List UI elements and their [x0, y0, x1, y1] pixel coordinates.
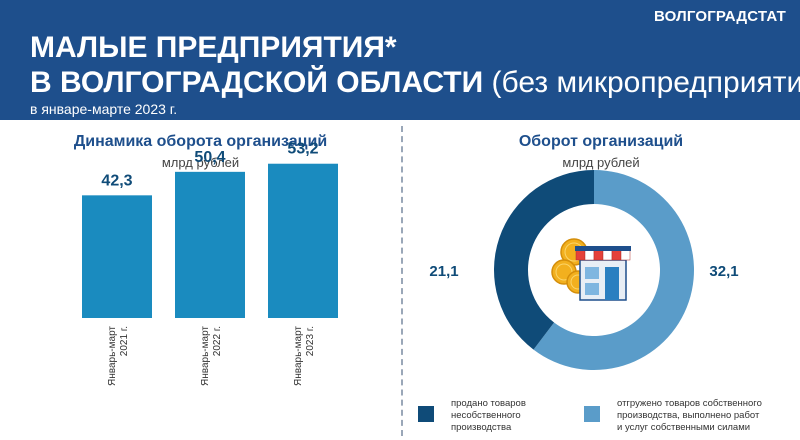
donut-value-label-2: 32,1	[709, 263, 738, 280]
bar-category-label-3: Январь-март2023 г.	[293, 326, 316, 386]
header-banner: ВОЛГОГРАДСТАТ МАЛЫЕ ПРЕДПРИЯТИЯ* В ВОЛГО…	[0, 0, 800, 120]
store-coins-icon	[551, 238, 631, 301]
legend-label-1-line: несобственного	[451, 410, 521, 421]
category-line: Январь-март	[200, 326, 211, 386]
bar-category-label-1: Январь-март2021 г.	[107, 326, 130, 386]
page-title-line2: В ВОЛГОГРАДСКОЙ ОБЛАСТИ (без микропредпр…	[30, 67, 800, 99]
bar-value-label-3: 53,2	[287, 141, 318, 158]
donut-chart-title: Оборот организаций	[518, 133, 684, 150]
legend-label-2-line: производства, выполнено работ	[617, 410, 760, 421]
category-line: 2021 г.	[119, 326, 130, 356]
page-title-line1: МАЛЫЕ ПРЕДПРИЯТИЯ*	[30, 31, 397, 64]
donut-slice-2	[533, 170, 694, 370]
bar-2	[175, 171, 245, 318]
bar-3	[268, 163, 338, 318]
donut-chart-unit: млрд рублей	[562, 155, 640, 170]
bar-category-label-2: Январь-март2022 г.	[200, 326, 223, 386]
legend-label-1-line: производства	[451, 422, 512, 433]
category-line: 2023 г.	[305, 326, 316, 356]
page-period: в январе-марте 2023 г.	[30, 101, 178, 117]
legend-label-2: отгружено товаров собственного производс…	[617, 398, 762, 434]
legend-swatch-1	[418, 406, 434, 422]
page-title-note: (без микропредприятий)	[483, 66, 800, 99]
category-line: Январь-март	[293, 326, 304, 386]
donut-value-label-1: 21,1	[429, 263, 458, 280]
panel-divider	[401, 126, 403, 436]
donut-chart: 21,1 32,1	[429, 170, 739, 370]
legend-swatch-2	[584, 406, 600, 422]
bar-chart-title: Динамика оборота организаций	[73, 133, 328, 150]
legend-label-1: продано товаров несобственного производс…	[451, 398, 526, 434]
bar-chart-unit: млрд рублей	[161, 155, 240, 170]
category-line: Январь-март	[107, 326, 118, 386]
legend-label-2-line: отгружено товаров собственного	[617, 398, 762, 409]
page-title-region: В ВОЛГОГРАДСКОЙ ОБЛАСТИ	[30, 66, 484, 99]
bar-value-label-2: 50,4	[194, 149, 225, 166]
brand-name: ВОЛГОГРАДСТАТ	[653, 8, 786, 25]
legend-label-1-line: продано товаров	[451, 398, 526, 409]
category-line: 2022 г.	[212, 326, 223, 356]
legend-label-2-line: и услуг собственными силами	[617, 422, 751, 433]
donut-slice-1	[494, 170, 594, 350]
bar-value-label-1: 42,3	[101, 172, 132, 189]
bar-1	[82, 195, 152, 318]
